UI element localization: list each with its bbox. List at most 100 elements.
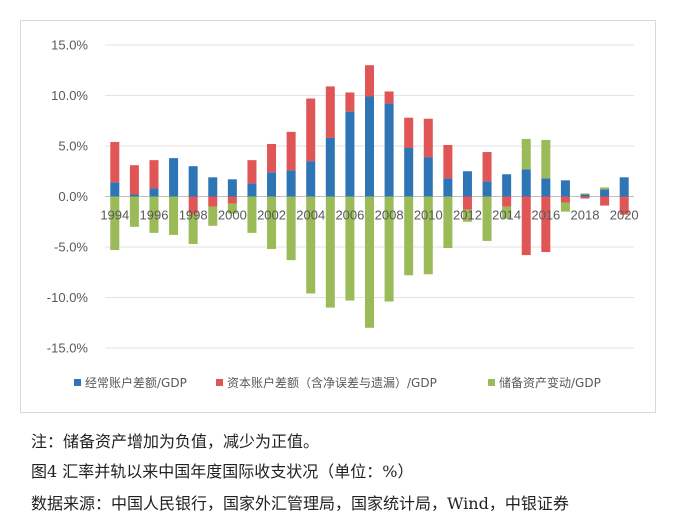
bar-series3-2015 (521, 138, 531, 170)
bar-series1-1999 (208, 177, 218, 197)
bar-series3-2017 (560, 202, 570, 212)
bar-series1-2010 (423, 157, 433, 197)
bar-series3-2019 (600, 187, 610, 190)
bar-series2-1998 (188, 196, 198, 214)
bar-series3-2006 (345, 196, 355, 301)
bar-series3-2016 (541, 139, 551, 179)
bar-series1-2019 (600, 189, 610, 197)
bar-series1-2011 (443, 178, 453, 197)
x-tick-label: 2000 (218, 208, 247, 223)
x-tick-label: 2020 (610, 208, 639, 223)
bar-series2-2015 (521, 196, 531, 256)
bar-series1-2002 (267, 172, 277, 197)
y-tick-label: 15.0% (51, 38, 88, 53)
bar-series2-2005 (325, 86, 335, 138)
bar-series1-2008 (384, 103, 394, 197)
legend-swatch-2 (216, 379, 223, 386)
bar-series3-2014 (502, 206, 512, 219)
y-tick-label: 5.0% (58, 139, 88, 154)
bar-series1-1998 (188, 166, 198, 197)
x-tick-label: 1998 (179, 208, 208, 223)
x-tick-label: 2004 (296, 208, 325, 223)
bar-series3-2008 (384, 196, 394, 302)
x-tick-label: 2006 (335, 208, 364, 223)
bar-series2-2007 (364, 65, 375, 97)
bar-series3-1999 (208, 206, 218, 226)
legend-label-2: 资本账户差额（含净误差与遗漏）/GDP (227, 375, 437, 390)
bar-series3-2000 (227, 203, 237, 214)
balance-of-payments-chart: -15.0% -10.0% -5.0% 0.0% 5.0% 10.0% 15.0% 1994 1… (47, 38, 639, 391)
bar-series2-1994 (110, 141, 120, 183)
bar-series3-1995 (129, 196, 139, 227)
bar-series1-2006 (345, 111, 355, 197)
bar-series3-2004 (306, 196, 316, 294)
y-tick-label: 10.0% (51, 88, 88, 103)
bar-series3-1998 (188, 213, 198, 244)
bar-series3-2010 (423, 196, 433, 275)
bar-series2-2011 (443, 144, 453, 179)
y-tick-label: -10.0% (47, 290, 89, 305)
legend-swatch-1 (74, 379, 81, 386)
bar-series3-2011 (443, 196, 453, 249)
bar-series1-2017 (560, 180, 570, 197)
x-tick-label: 2012 (453, 208, 482, 223)
bar-series2-2018 (580, 196, 590, 199)
bar-series2-2006 (345, 92, 355, 112)
bar-series1-2004 (306, 161, 316, 197)
bar-series1-2018 (580, 194, 590, 197)
bar-series2-2014 (502, 196, 512, 207)
legend-swatch-3 (488, 379, 495, 386)
bar-series2-2003 (286, 131, 296, 171)
bar-series2-1999 (208, 196, 218, 207)
data-source: 数据来源：中国人民银行，国家外汇管理局，国家统计局，Wind，中银证券 (31, 494, 569, 513)
bar-series3-1996 (149, 196, 159, 233)
bar-series2-1996 (149, 160, 159, 189)
y-tick-label: 0.0% (58, 189, 88, 204)
x-tick-label: 2018 (571, 208, 600, 223)
bar-series1-2000 (227, 179, 237, 197)
bar-series2-2020 (619, 196, 629, 215)
legend-label-3: 储备资产变动/GDP (499, 375, 601, 390)
bar-series1-2012 (462, 171, 472, 197)
bar-series3-2003 (286, 196, 296, 261)
bar-series3-1997 (169, 196, 179, 235)
bar-series1-2015 (521, 169, 531, 197)
bar-series1-2014 (502, 174, 512, 197)
bar-series2-2019 (600, 196, 610, 206)
bar-series2-2000 (227, 196, 237, 204)
bar-series1-2007 (364, 96, 375, 197)
bar-series1-1995 (129, 194, 139, 197)
x-tick-label: 2010 (414, 208, 443, 223)
bar-series3-2005 (325, 196, 335, 308)
bar-series2-2010 (423, 118, 433, 158)
bar-series2-2004 (306, 98, 316, 162)
bar-series3-2013 (482, 196, 492, 241)
bar-series2-2008 (384, 91, 394, 104)
bar-series1-1997 (169, 158, 179, 197)
bar-series1-2005 (325, 137, 335, 197)
x-tick-label: 2002 (257, 208, 286, 223)
bar-series1-2003 (286, 170, 296, 197)
y-tick-label: -15.0% (47, 341, 89, 356)
bar-series3-2012 (462, 209, 472, 222)
bar-series2-2013 (482, 152, 492, 182)
bar-series2-2009 (404, 117, 414, 149)
chart-note: 注：储备资产增加为负值，减少为正值。 (31, 432, 320, 451)
bar-series3-2007 (364, 196, 375, 328)
bar-series1-2001 (247, 183, 257, 197)
x-tick-label: 1994 (100, 208, 129, 223)
y-tick-label: -5.0% (54, 240, 88, 255)
bar-series2-2001 (247, 160, 257, 184)
bar-series1-2009 (404, 148, 414, 197)
bar-series3-2001 (247, 196, 257, 233)
bar-series2-2012 (462, 196, 472, 210)
bar-series2-2016 (541, 196, 551, 253)
bar-series2-2002 (267, 143, 277, 173)
bar-series1-2020 (619, 177, 629, 197)
bar-series1-2013 (482, 181, 492, 197)
x-tick-label: 2008 (375, 208, 404, 223)
x-tick-label: 1996 (140, 208, 169, 223)
bar-series2-1995 (129, 165, 139, 195)
bar-series1-2016 (541, 178, 551, 197)
bar-series3-2002 (267, 196, 277, 250)
